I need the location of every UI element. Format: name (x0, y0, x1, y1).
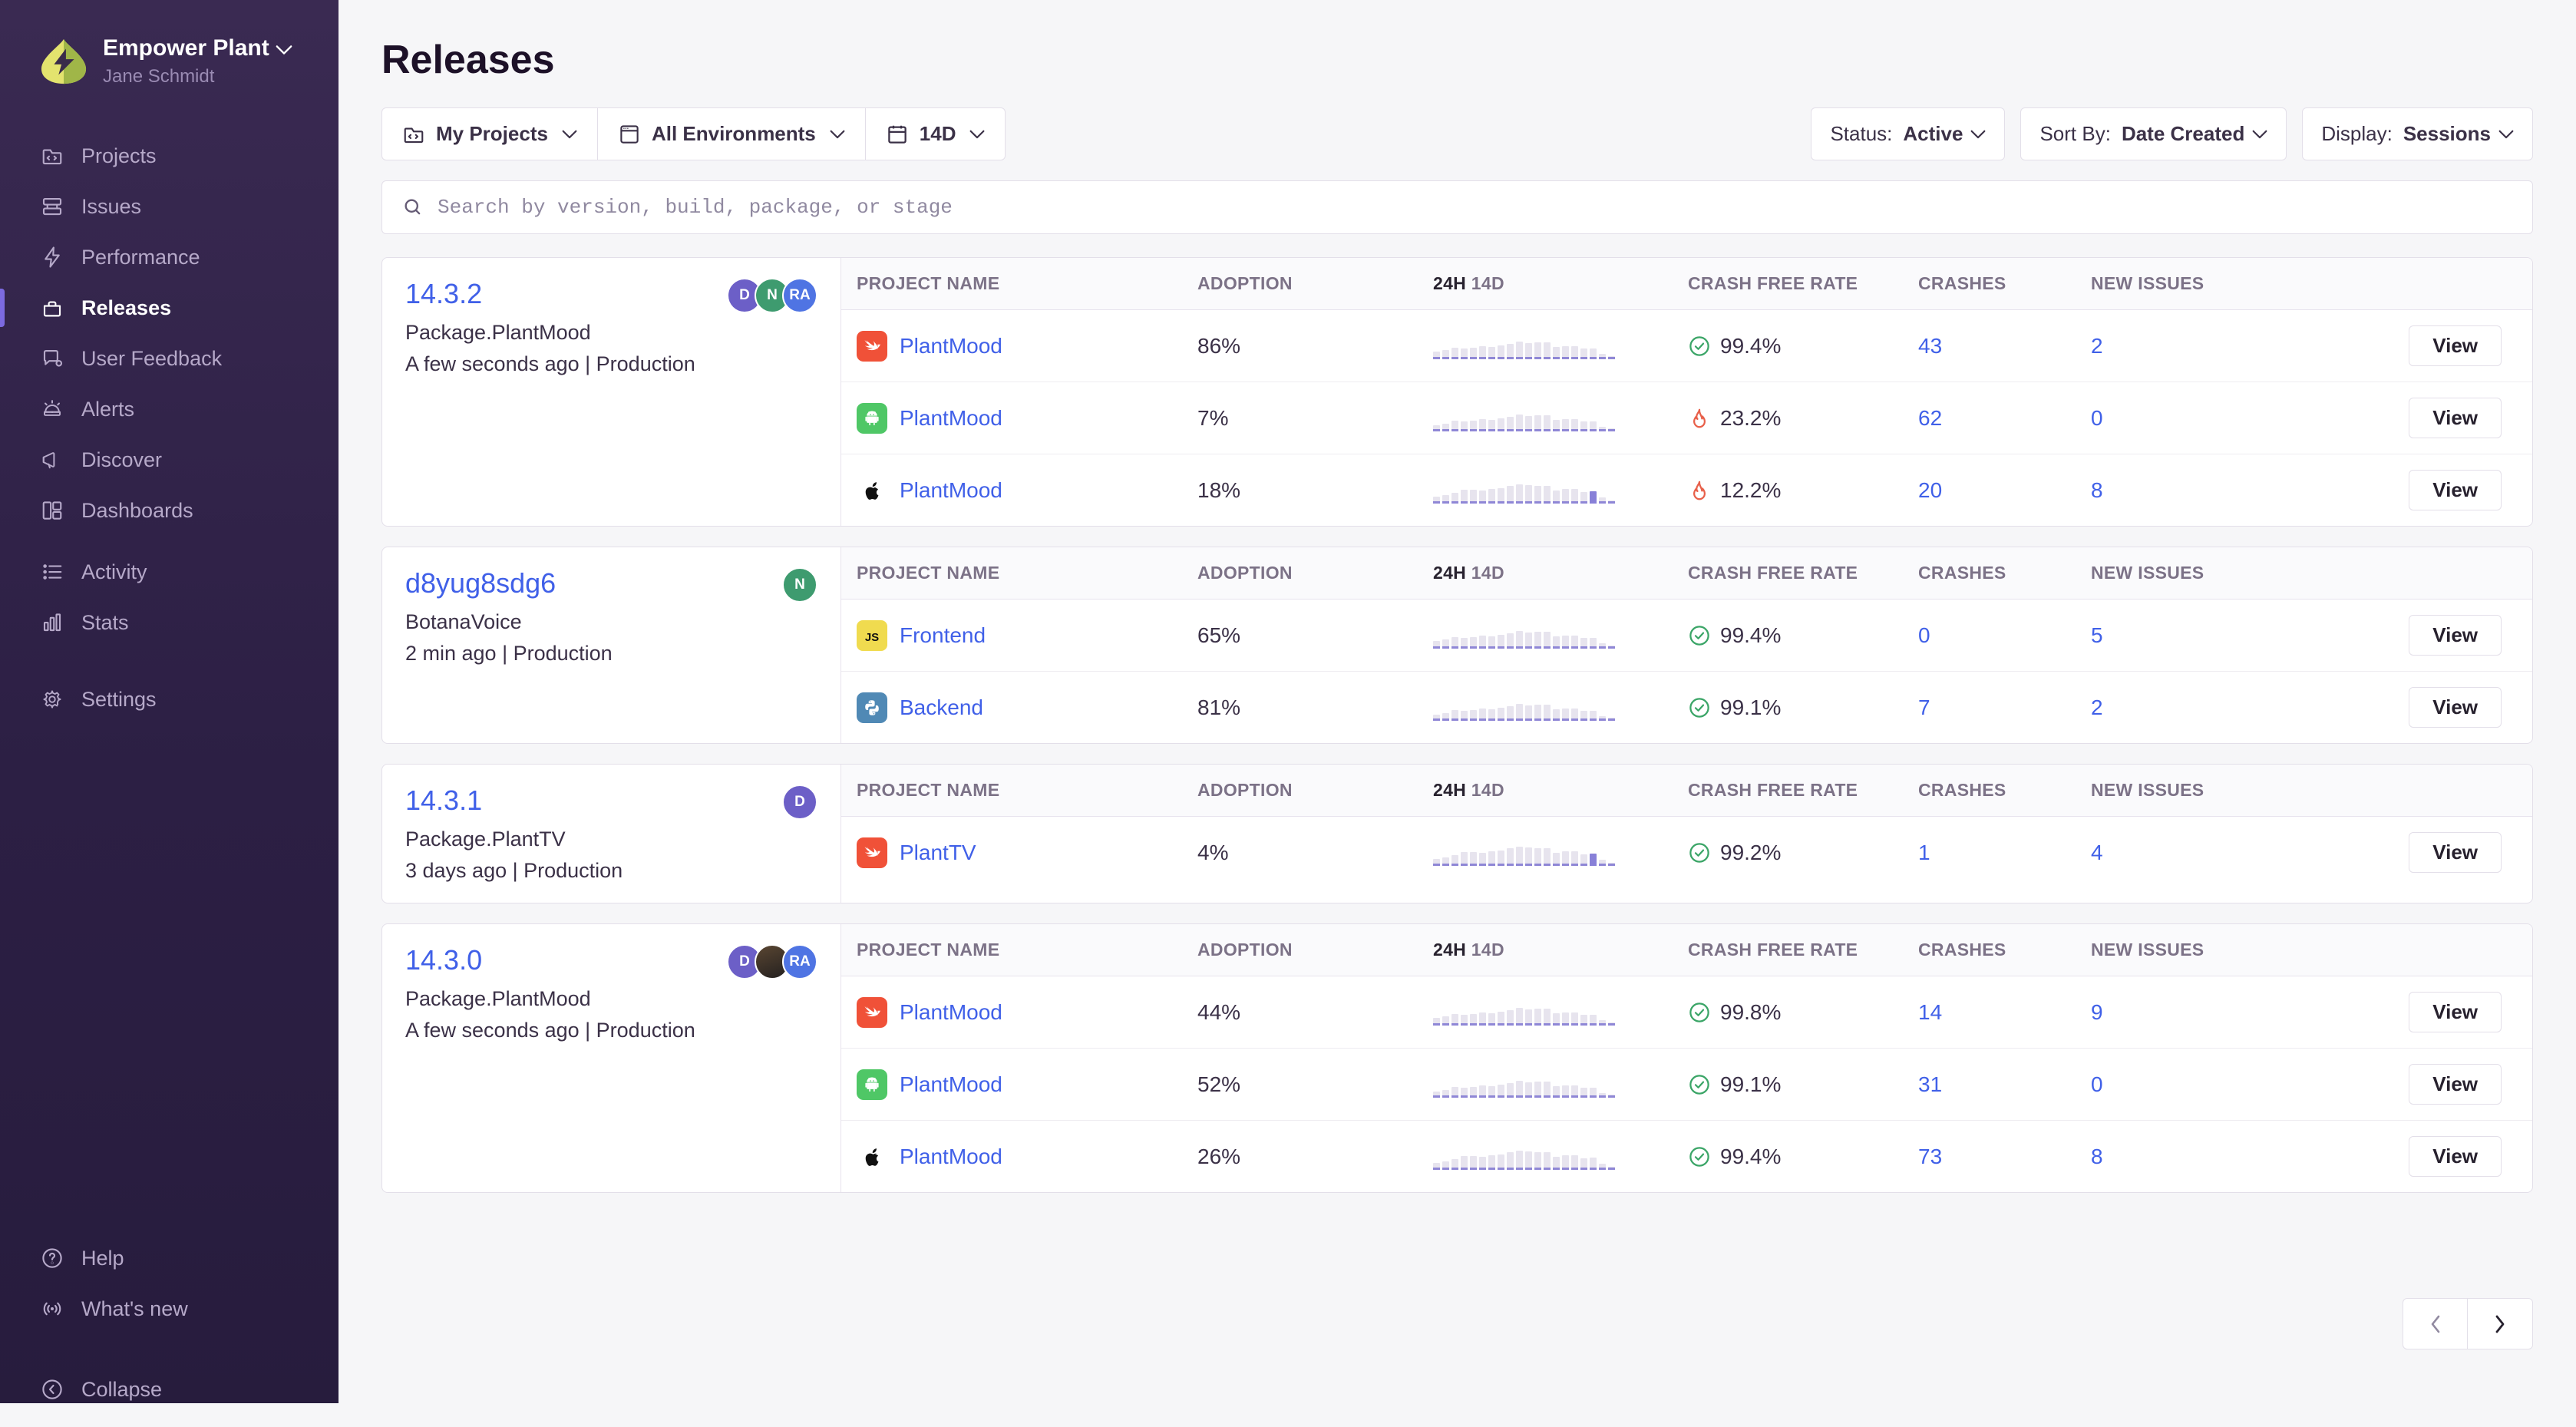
svg-text:JS: JS (865, 631, 879, 644)
